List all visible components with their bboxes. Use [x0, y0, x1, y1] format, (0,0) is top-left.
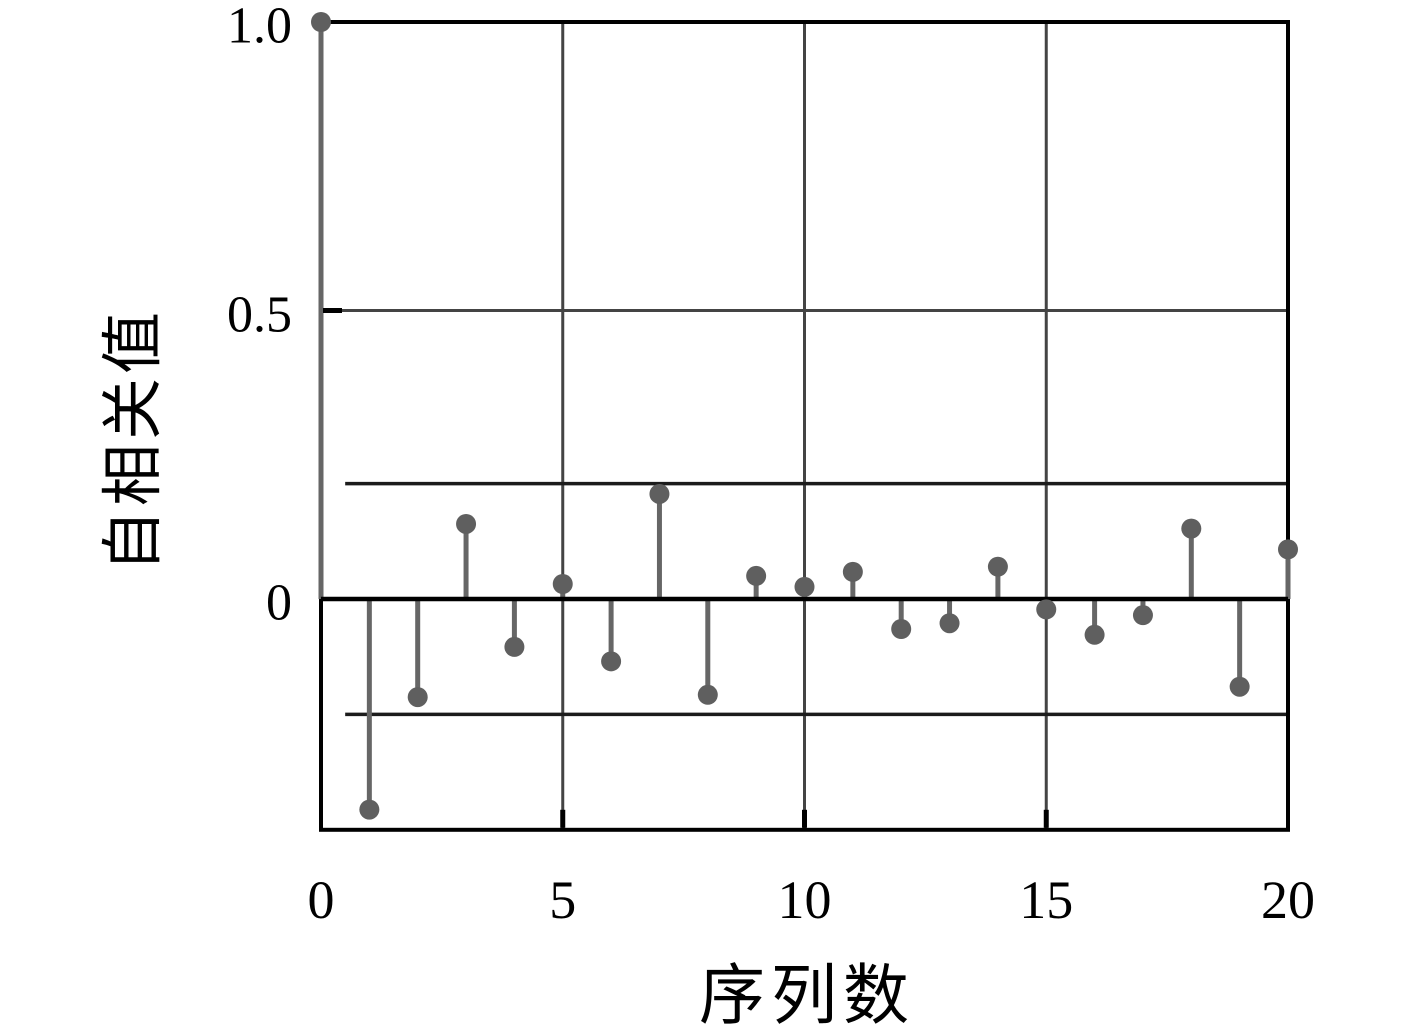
data-point-15 [1036, 599, 1057, 620]
data-point-8 [697, 684, 718, 705]
data-point-11 [842, 561, 863, 582]
data-point-7 [649, 483, 670, 504]
x-axis-title: 序列数 [699, 960, 915, 1030]
x-tick-label-5: 5 [549, 870, 577, 930]
data-point-12 [891, 619, 912, 640]
data-point-16 [1084, 624, 1105, 645]
data-point-10 [794, 576, 815, 597]
data-point-1 [359, 799, 380, 820]
data-point-20 [1278, 539, 1298, 560]
x-tick-label-20: 20 [1261, 870, 1315, 930]
data-point-6 [601, 651, 622, 672]
data-point-2 [407, 687, 428, 708]
x-tick-label-0: 0 [307, 870, 335, 930]
data-point-0 [311, 12, 331, 32]
data-point-18 [1181, 518, 1202, 539]
data-point-14 [987, 556, 1008, 577]
data-point-13 [939, 613, 960, 634]
data-point-19 [1229, 676, 1250, 697]
y-axis-title: 自相关值 [100, 307, 168, 573]
x-tick-label-10: 10 [777, 870, 832, 930]
x-tick-label-15: 15 [1019, 870, 1074, 930]
data-point-4 [504, 636, 525, 657]
data-point-17 [1132, 605, 1153, 626]
y-tick-label-0.5: 0.5 [227, 286, 292, 343]
data-point-9 [746, 565, 767, 586]
y-tick-label-0: 0 [266, 574, 292, 632]
y-tick-label-1.0: 1.0 [227, 0, 292, 55]
data-point-3 [456, 513, 477, 534]
data-point-5 [552, 573, 573, 594]
